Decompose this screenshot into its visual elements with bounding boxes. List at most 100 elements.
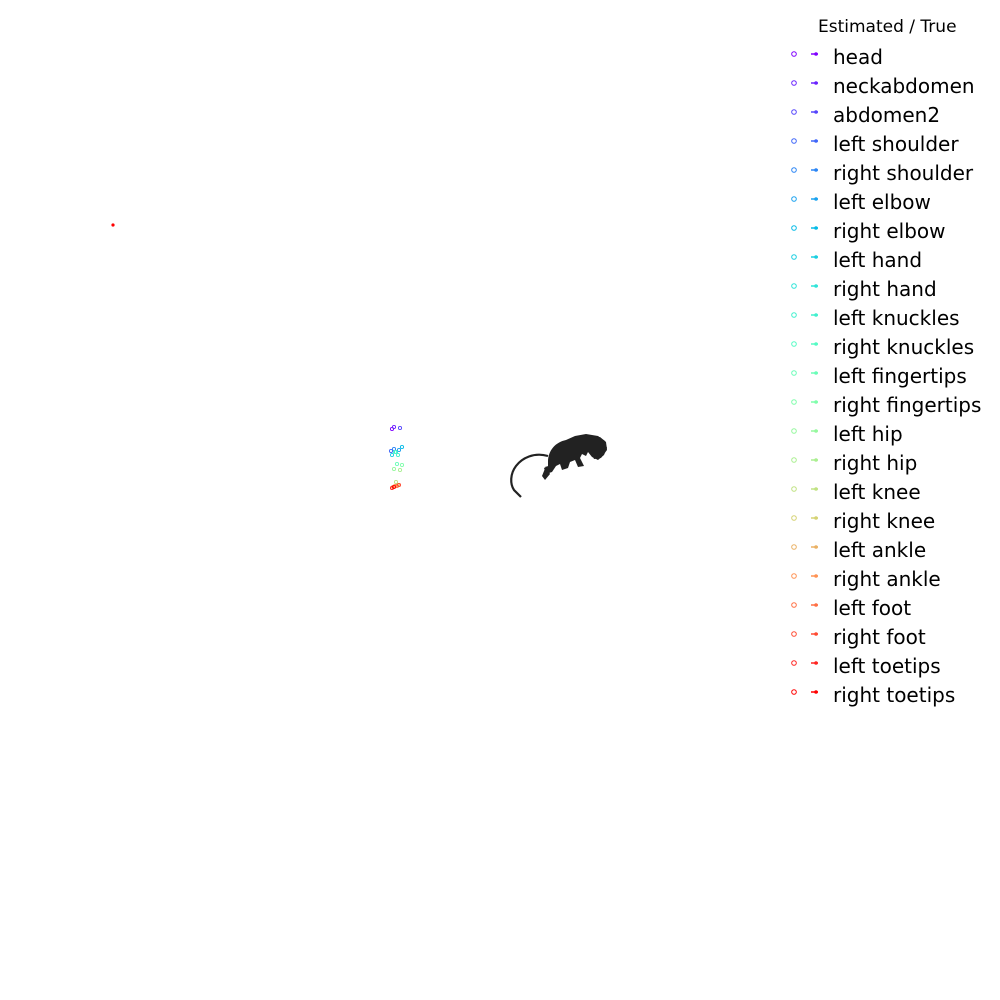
estimated-marker-icon (791, 631, 797, 637)
estimated-marker-icon (791, 428, 797, 434)
estimated-marker-icon (791, 196, 797, 202)
legend-swatch (791, 196, 818, 202)
legend-label: right knuckles (833, 335, 975, 359)
legend-swatch (791, 312, 818, 318)
true-marker-dot-icon (814, 661, 818, 665)
legend-title: Estimated / True (818, 17, 957, 37)
estimated-marker-icon (791, 138, 797, 144)
legend-label: neckabdomen (833, 74, 975, 98)
legend-swatch (791, 167, 818, 173)
estimated-marker-icon (791, 109, 797, 115)
estimated-marker-icon (791, 689, 797, 695)
legend-swatch (791, 602, 818, 608)
estimated-marker-icon (791, 515, 797, 521)
estimated-marker-icon (791, 573, 797, 579)
legend-item: left knuckles (780, 304, 995, 333)
estimated-keypoint-marker (389, 452, 395, 458)
legend-item: right hand (780, 275, 995, 304)
legend-label: left toetips (833, 654, 941, 678)
legend-label: left elbow (833, 190, 931, 214)
animal-head (590, 437, 607, 459)
legend-item: right fingertips (780, 391, 995, 420)
legend-item: right hip (780, 449, 995, 478)
legend-label: right hand (833, 277, 937, 301)
legend-label: right knee (833, 509, 936, 533)
legend-label: left ankle (833, 538, 927, 562)
true-marker-dot-icon (814, 168, 818, 172)
true-marker-dot-icon (814, 313, 818, 317)
legend-swatch (791, 689, 818, 695)
legend-label: right elbow (833, 219, 946, 243)
true-marker-dot-icon (814, 342, 818, 346)
legend-label: left shoulder (833, 132, 959, 156)
legend-swatch (791, 660, 818, 666)
estimated-keypoint-marker (392, 483, 398, 489)
legend-label: left knuckles (833, 306, 960, 330)
legend-item: left toetips (780, 652, 995, 681)
estimated-keypoint-marker (397, 425, 403, 431)
true-marker-dot-icon (814, 226, 818, 230)
estimated-marker-icon (791, 457, 797, 463)
true-marker-dot-icon (814, 632, 818, 636)
legend-swatch (791, 631, 818, 637)
legend-label: left knee (833, 480, 921, 504)
legend-label: right ankle (833, 567, 941, 591)
legend-swatch (791, 399, 818, 405)
true-marker-dot-icon (814, 371, 818, 375)
legend-swatch (791, 515, 818, 521)
legend-item: right ankle (780, 565, 995, 594)
estimated-marker-icon (791, 312, 797, 318)
estimated-keypoint-marker (396, 482, 402, 488)
estimated-keypoint-marker (391, 466, 397, 472)
true-marker-dot-icon (814, 81, 818, 85)
legend-label: right shoulder (833, 161, 974, 185)
estimated-marker-icon (791, 80, 797, 86)
estimated-marker-icon (791, 544, 797, 550)
legend-swatch (791, 109, 818, 115)
legend-item: right shoulder (780, 159, 995, 188)
true-marker-dot-icon (814, 545, 818, 549)
legend-swatch (791, 283, 818, 289)
legend-item: right foot (780, 623, 995, 652)
legend-label: head (833, 45, 883, 69)
estimated-keypoint-marker (399, 444, 405, 450)
estimated-keypoint-marker (393, 479, 399, 485)
true-marker-dot-icon (814, 690, 818, 694)
legend-item: neckabdomen (780, 72, 995, 101)
estimated-markers (388, 424, 405, 491)
true-marker-dot-icon (814, 400, 818, 404)
legend-label: right fingertips (833, 393, 982, 417)
legend-item: right elbow (780, 217, 995, 246)
legend-item: left foot (780, 594, 995, 623)
legend-item: right toetips (780, 681, 995, 710)
legend-label: right hip (833, 451, 918, 475)
true-marker-dot-icon (814, 458, 818, 462)
legend-label: left hand (833, 248, 923, 272)
true-marker-dot-icon (814, 574, 818, 578)
legend-swatch (791, 428, 818, 434)
legend-label: abdomen2 (833, 103, 941, 127)
estimated-keypoint-marker (395, 452, 401, 458)
legend-item: right knuckles (780, 333, 995, 362)
estimated-keypoint-marker (388, 448, 394, 454)
estimated-marker-icon (791, 51, 797, 57)
estimated-marker-icon (791, 660, 797, 666)
animal-silhouette (510, 434, 607, 498)
legend-label: right foot (833, 625, 926, 649)
estimated-marker-icon (791, 167, 797, 173)
legend-item: left elbow (780, 188, 995, 217)
estimated-marker-icon (791, 399, 797, 405)
legend-item: left hand (780, 246, 995, 275)
legend-item: abdomen2 (780, 101, 995, 130)
true-marker-dot-icon (814, 52, 818, 56)
stray-true-marker (111, 223, 115, 227)
legend-item: left ankle (780, 536, 995, 565)
legend-label: left hip (833, 422, 903, 446)
estimated-marker-icon (791, 225, 797, 231)
estimated-marker-icon (791, 283, 797, 289)
true-marker-dot-icon (814, 110, 818, 114)
legend-swatch (791, 573, 818, 579)
estimated-marker-icon (791, 341, 797, 347)
true-marker-dot-icon (814, 487, 818, 491)
estimated-keypoint-marker (392, 449, 398, 455)
